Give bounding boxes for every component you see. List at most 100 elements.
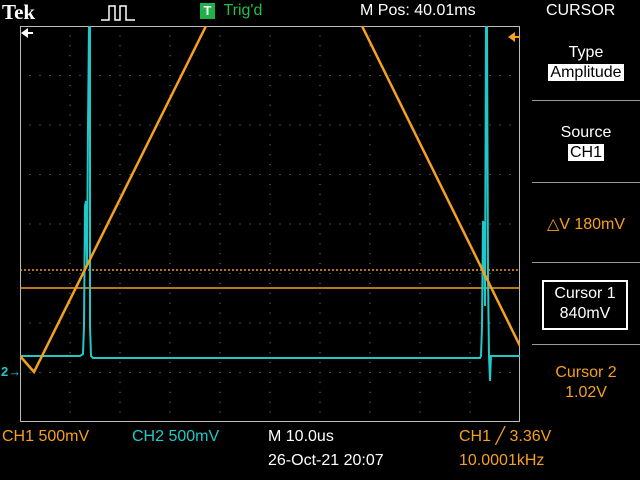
grid-dot xyxy=(219,124,221,126)
grid-dot xyxy=(299,174,301,175)
grid-dot xyxy=(419,223,421,225)
grid-dot xyxy=(119,332,121,334)
grid-dot xyxy=(279,223,281,225)
grid-dot xyxy=(119,391,121,393)
grid-dot xyxy=(269,263,271,265)
grid-dot xyxy=(269,104,271,106)
grid-dot xyxy=(399,223,401,225)
cursor1-menu-button[interactable]: Cursor 1 840mV xyxy=(542,280,628,330)
grid-dot xyxy=(119,75,121,76)
grid-dot xyxy=(369,174,371,175)
grid-dot xyxy=(479,174,481,175)
grid-dot xyxy=(159,372,161,373)
grid-dot xyxy=(269,213,271,215)
grid-dot xyxy=(219,45,221,47)
ch2-ground-marker: 2→ xyxy=(1,364,22,379)
grid-dot xyxy=(489,273,491,274)
grid-dot xyxy=(119,322,121,324)
grid-dot xyxy=(29,322,31,324)
grid-dot xyxy=(219,401,221,403)
grid-dot xyxy=(109,124,111,126)
grid-dot xyxy=(419,243,421,245)
grid-dot xyxy=(139,124,141,126)
grid-dot xyxy=(369,372,371,373)
grid-dot xyxy=(69,381,71,383)
grid-dot xyxy=(69,253,71,255)
grid-dot xyxy=(319,213,321,215)
grid-dot xyxy=(449,273,451,274)
grid-dot xyxy=(219,35,221,37)
grid-dot xyxy=(369,114,371,116)
grid-dot xyxy=(39,75,41,76)
grid-dot xyxy=(469,411,471,413)
grid-dot xyxy=(469,372,471,373)
grid-dot xyxy=(209,75,211,76)
source-menu-button[interactable]: Source CH1 xyxy=(532,124,640,162)
grid-dot xyxy=(369,312,371,314)
grid-dot xyxy=(379,372,381,373)
grid-dot xyxy=(469,154,471,156)
grid-dot xyxy=(469,352,471,354)
grid-dot xyxy=(309,124,311,126)
grid-dot xyxy=(299,273,301,274)
grid-dot xyxy=(79,372,81,373)
grid-dot xyxy=(269,362,271,364)
grid-dot xyxy=(29,174,31,175)
grid-dot xyxy=(309,322,311,324)
grid-dot xyxy=(339,322,341,324)
grid-dot xyxy=(269,223,271,225)
grid-dot xyxy=(309,273,311,274)
grid-dot xyxy=(119,372,121,373)
grid-dot xyxy=(229,372,231,373)
grid-dot xyxy=(389,322,391,324)
grid-dot xyxy=(119,144,121,146)
grid-dot xyxy=(339,75,341,76)
grid-dot xyxy=(219,411,221,413)
grid-dot xyxy=(419,94,421,96)
grid-dot xyxy=(509,124,511,126)
grid-dot xyxy=(109,174,111,175)
grid-dot xyxy=(389,372,391,373)
grid-dot xyxy=(369,124,371,126)
grid-dot xyxy=(299,124,301,126)
grid-dot xyxy=(419,183,421,185)
grid-dot xyxy=(449,322,451,324)
grid-dot xyxy=(139,372,141,373)
grid-dot xyxy=(119,381,121,383)
grid-dot xyxy=(69,302,71,304)
grid-dot xyxy=(419,114,421,116)
type-menu-button[interactable]: Type Amplitude xyxy=(532,44,640,82)
grid-dot xyxy=(169,35,171,37)
grid-dot xyxy=(389,124,391,126)
grid-dot xyxy=(369,35,371,37)
grid-dot xyxy=(299,322,301,324)
grid-dot xyxy=(69,75,71,76)
grid-dot xyxy=(369,342,371,344)
grid-dot xyxy=(409,223,411,225)
grid-dot xyxy=(319,174,321,175)
grid-dot xyxy=(269,253,271,255)
grid-dot xyxy=(219,154,221,156)
grid-dot xyxy=(369,193,371,195)
grid-dot xyxy=(209,322,211,324)
grid-dot xyxy=(249,372,251,373)
grid-dot xyxy=(369,223,371,225)
grid-dot xyxy=(69,401,71,403)
grid-dot xyxy=(309,174,311,175)
grid-dot xyxy=(419,292,421,294)
grid-dot xyxy=(349,75,351,76)
grid-dot xyxy=(29,223,31,225)
grid-dot xyxy=(269,352,271,354)
grid-dot xyxy=(69,391,71,393)
cursor2-menu-button[interactable]: Cursor 2 1.02V xyxy=(532,364,640,402)
grid-dot xyxy=(469,84,471,86)
grid-dot xyxy=(249,322,251,324)
grid-dot xyxy=(419,164,421,166)
grid-dot xyxy=(429,174,431,175)
grid-dot xyxy=(369,164,371,166)
grid-dot xyxy=(319,411,321,413)
grid-dot xyxy=(129,322,131,324)
grid-dot xyxy=(169,411,171,413)
grid-dot xyxy=(69,233,71,235)
menu-divider xyxy=(532,100,640,101)
